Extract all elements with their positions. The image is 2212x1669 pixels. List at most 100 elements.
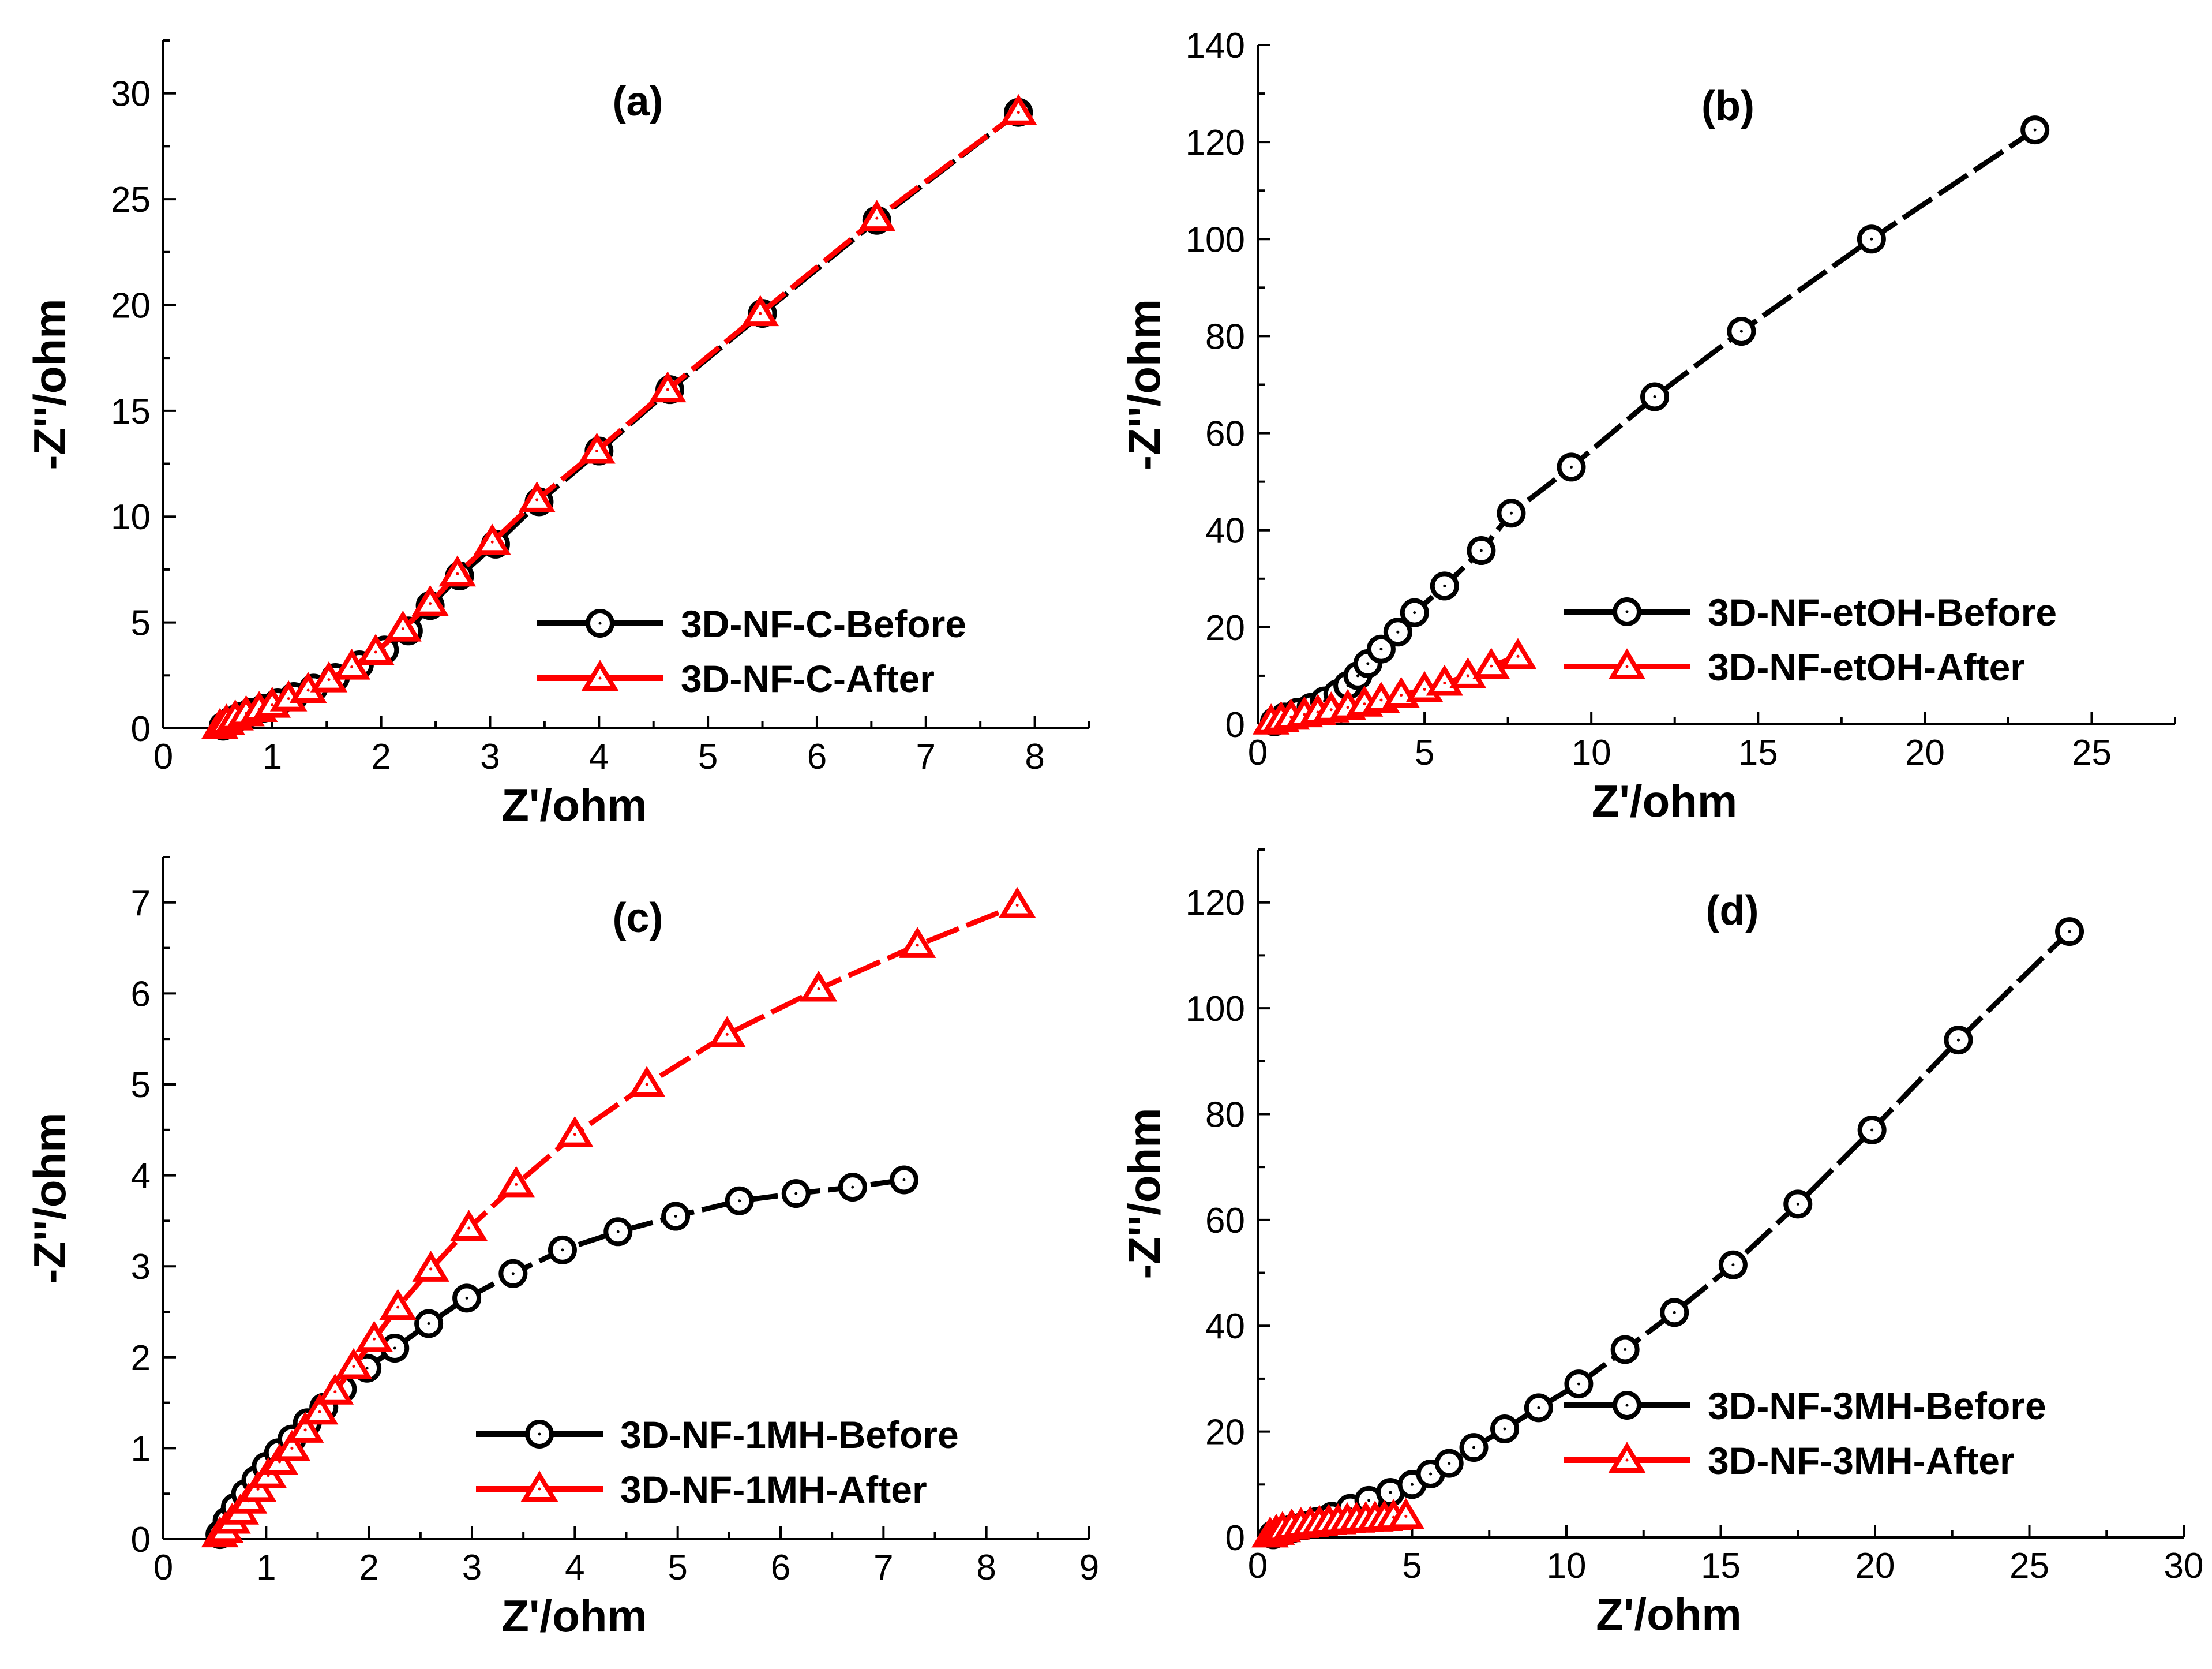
data-point-center <box>374 650 377 654</box>
data-point-center <box>1379 648 1383 651</box>
data-point <box>411 585 449 616</box>
x-tick-label: 1 <box>263 737 282 777</box>
y-tick-label: 10 <box>111 497 151 537</box>
x-tick-label: 5 <box>668 1548 687 1588</box>
data-point <box>628 1066 666 1097</box>
data-point-center <box>393 1346 396 1350</box>
data-point-center <box>429 1267 433 1271</box>
legend-marker-center <box>1625 1404 1629 1407</box>
legend-marker-center <box>1625 665 1629 668</box>
y-tick-label: 20 <box>1205 1413 1245 1453</box>
legend-label: 3D-NF-1MH-After <box>620 1468 927 1511</box>
y-tick-label: 0 <box>131 1520 151 1560</box>
y-tick-label: 4 <box>131 1157 151 1196</box>
data-point-center <box>1956 1038 1960 1042</box>
y-tick-label: 5 <box>131 1065 151 1105</box>
chart-panel-a: 0 1 2 3 4 5 6 7 8 0 5 10 15 20 25 30 Z'/ohm -Z''/ohm (a) 3D… <box>24 39 1090 830</box>
data-point-center <box>1015 904 1019 907</box>
data-point-center <box>467 1226 471 1230</box>
data-point <box>648 371 687 403</box>
panel-label: (a) <box>613 78 663 125</box>
data-point-center <box>573 1133 576 1136</box>
data-point-center <box>595 450 599 453</box>
x-tick-label: 30 <box>2164 1546 2204 1586</box>
data-point-center <box>535 498 539 502</box>
legend-marker-center <box>538 1432 541 1436</box>
legend-marker <box>520 1470 558 1502</box>
data-point <box>333 648 370 680</box>
x-tick-label: 8 <box>976 1548 996 1588</box>
x-tick-label: 10 <box>1547 1546 1587 1586</box>
data-point-center <box>352 1365 355 1368</box>
panel-label: (b) <box>1701 83 1754 129</box>
x-tick-label: 4 <box>589 737 609 777</box>
x-tick-label: 8 <box>1025 737 1044 777</box>
data-point <box>412 1251 449 1282</box>
y-axis-title: -Z''/ohm <box>1119 299 1169 470</box>
data-point <box>1449 657 1487 688</box>
legend-marker-center <box>1625 1458 1629 1462</box>
y-tick-label: 120 <box>1186 123 1245 163</box>
legend-marker <box>581 660 619 691</box>
data-point <box>1387 1498 1425 1529</box>
x-tick-label: 20 <box>1855 1546 1895 1586</box>
data-point-center <box>1448 1462 1451 1465</box>
data-point <box>578 432 616 464</box>
data-point-center <box>1569 465 1573 469</box>
data-point-center <box>1423 687 1426 691</box>
chart-panel-b: 0 5 10 15 20 25 0 20 40 60 80 100 120 140 Z'/ohm -Z''/o… <box>1119 26 2176 826</box>
data-point-center <box>1404 1514 1408 1518</box>
data-point-center <box>1503 1427 1506 1431</box>
legend-label: 3D-NF-etOH-After <box>1708 646 2025 688</box>
x-tick-label: 20 <box>1905 733 1945 773</box>
legend-label: 3D-NF-1MH-Before <box>620 1413 959 1456</box>
x-tick-label: 0 <box>153 737 173 777</box>
data-point-center <box>738 1199 741 1203</box>
legend-label: 3D-NF-C-After <box>681 657 935 700</box>
y-tick-label: 25 <box>111 180 151 220</box>
data-point <box>450 1210 488 1241</box>
data-point <box>1499 638 1537 669</box>
data-point <box>800 970 838 1002</box>
y-tick-label: 120 <box>1186 884 1245 923</box>
data-point-center <box>465 1296 468 1300</box>
y-tick-label: 140 <box>1186 26 1245 66</box>
data-point-center <box>327 678 331 682</box>
data-point <box>518 481 556 512</box>
data-point-center <box>851 1185 854 1189</box>
data-point <box>335 1348 373 1379</box>
data-point-center <box>1329 708 1333 712</box>
y-tick-label: 3 <box>131 1247 151 1287</box>
data-point <box>741 295 779 327</box>
y-tick-label: 20 <box>1205 608 1245 648</box>
data-point-center <box>490 540 494 544</box>
data-point-center <box>1443 584 1446 587</box>
series-3D-NF-etOH-After <box>1252 638 1537 735</box>
data-point-center <box>1017 111 1020 114</box>
y-tick-label: 60 <box>1205 414 1245 454</box>
y-tick-label: 15 <box>111 392 151 432</box>
y-tick-label: 7 <box>131 884 151 923</box>
x-tick-label: 2 <box>359 1548 378 1588</box>
data-point-center <box>1363 702 1366 706</box>
y-tick-label: 1 <box>131 1429 151 1469</box>
y-tick-label: 5 <box>131 604 151 643</box>
x-axis-title: Z'/ohm <box>501 780 647 830</box>
data-point <box>497 1166 535 1198</box>
y-tick-label: 2 <box>131 1338 151 1378</box>
x-tick-label: 0 <box>1248 1546 1268 1586</box>
data-point-center <box>365 1367 369 1370</box>
data-point <box>999 93 1037 125</box>
data-point-center <box>318 1410 321 1413</box>
data-point <box>316 1373 354 1405</box>
y-tick-label: 0 <box>131 709 151 749</box>
y-tick-label: 60 <box>1205 1201 1245 1241</box>
series-line <box>218 903 1018 1537</box>
data-point <box>438 555 477 587</box>
data-point-center <box>1796 1202 1799 1206</box>
data-point-center <box>1443 682 1446 685</box>
x-axis-title: Z'/ohm <box>1596 1589 1742 1640</box>
data-point-center <box>645 1083 648 1086</box>
data-point <box>379 1289 417 1320</box>
data-point-center <box>1413 611 1416 615</box>
